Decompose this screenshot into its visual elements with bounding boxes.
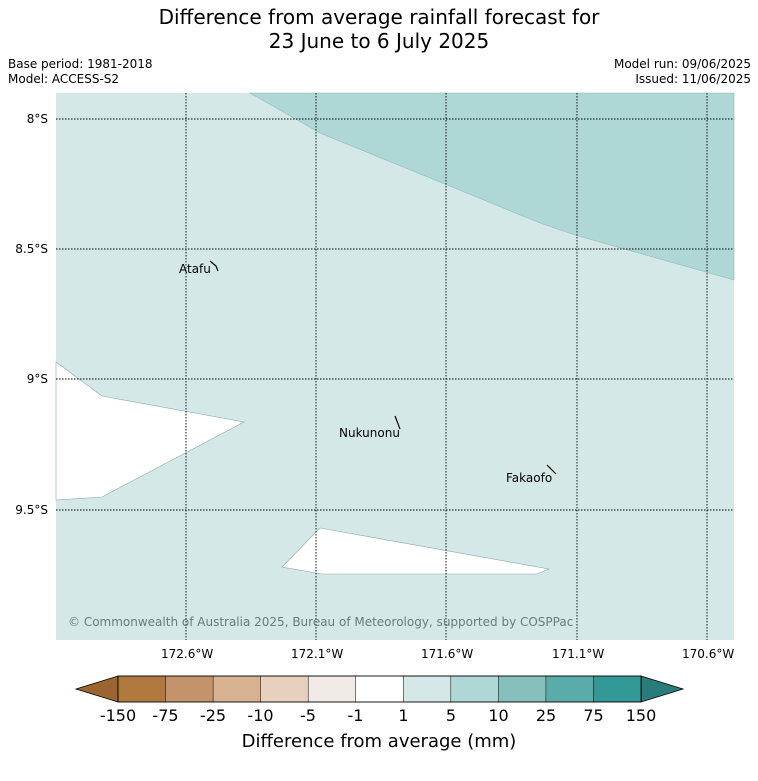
colorbar-cell (355, 675, 405, 703)
lat-label-9-5: 9.5°S (15, 503, 48, 517)
issued-text: Issued: 11/06/2025 (635, 72, 751, 86)
colorbar-tick: -10 (247, 706, 274, 725)
model-run-text: Model run: 09/06/2025 (613, 57, 751, 71)
lat-label-8: 8°S (26, 112, 48, 126)
colorbar-cell (165, 675, 214, 703)
colorbar-extend-low (74, 675, 119, 703)
colorbar-tick: 5 (445, 706, 457, 725)
colorbar-tick: 75 (583, 706, 604, 725)
colorbar-cell (403, 675, 452, 703)
meta-left: Base period: 1981-2018 Model: ACCESS-S2 (8, 57, 153, 87)
colorbar-tick: -150 (99, 706, 137, 725)
lat-label-8-5: 8.5°S (15, 242, 48, 256)
colorbar-tick: 1 (398, 706, 409, 725)
title-line-2: 23 June to 6 July 2025 (268, 29, 490, 53)
colorbar-tick: 25 (535, 706, 557, 725)
colorbar-cell (212, 675, 262, 703)
place-label-nukunonu: Nukunonu (339, 426, 400, 440)
upper-rainfall-region (248, 92, 735, 281)
colorbar-frame (117, 675, 642, 703)
colorbar-cell (450, 675, 500, 703)
meta-right: Model run: 09/06/2025 Issued: 11/06/2025 (614, 57, 751, 87)
graticule (56, 93, 734, 640)
colorbar-extend-high (640, 675, 685, 703)
place-label-fakaofo: Fakaofo (506, 471, 553, 485)
colorbar-cell (593, 675, 642, 703)
colorbar-tick: 10 (488, 706, 509, 725)
lon-label-172-6: 172.6°W (161, 647, 214, 661)
title-line-1: Difference from average rainfall forecas… (158, 5, 600, 29)
place-label-atafu: Atafu (179, 262, 211, 276)
base-period-text: Base period: 1981-2018 (8, 57, 153, 71)
colorbar-cell (260, 675, 309, 703)
white-region-west (55, 361, 245, 501)
lon-label-171-1: 171.1°W (552, 647, 605, 661)
atoll-fakaofo (546, 464, 557, 475)
atoll-nukunonu (394, 415, 401, 430)
colorbar-cell (498, 675, 547, 703)
colorbar-cell (307, 675, 357, 703)
white-region-south (281, 527, 551, 575)
colorbar-cells (117, 675, 642, 703)
colorbar-tick: 150 (625, 706, 657, 725)
lon-label-172-1: 172.1°W (291, 647, 344, 661)
lat-label-9: 9°S (26, 372, 48, 386)
atolls (209, 260, 557, 475)
atoll-atafu (209, 260, 219, 272)
lon-label-171-6: 171.6°W (421, 647, 474, 661)
colorbar-label: Difference from average (mm) (241, 731, 517, 752)
colorbar-cell (545, 675, 595, 703)
colorbar-tick: -5 (300, 706, 316, 725)
colorbar-tick: -75 (152, 706, 179, 725)
colorbar-cell (117, 675, 167, 703)
colorbar-tick: -1 (347, 706, 364, 725)
copyright-notice: © Commonwealth of Australia 2025, Bureau… (68, 615, 574, 629)
lon-label-170-6: 170.6°W (682, 647, 735, 661)
model-text: Model: ACCESS-S2 (8, 72, 120, 86)
chart-title: Difference from average rainfall forecas… (0, 5, 758, 53)
colorbar-tick: -25 (199, 706, 227, 725)
